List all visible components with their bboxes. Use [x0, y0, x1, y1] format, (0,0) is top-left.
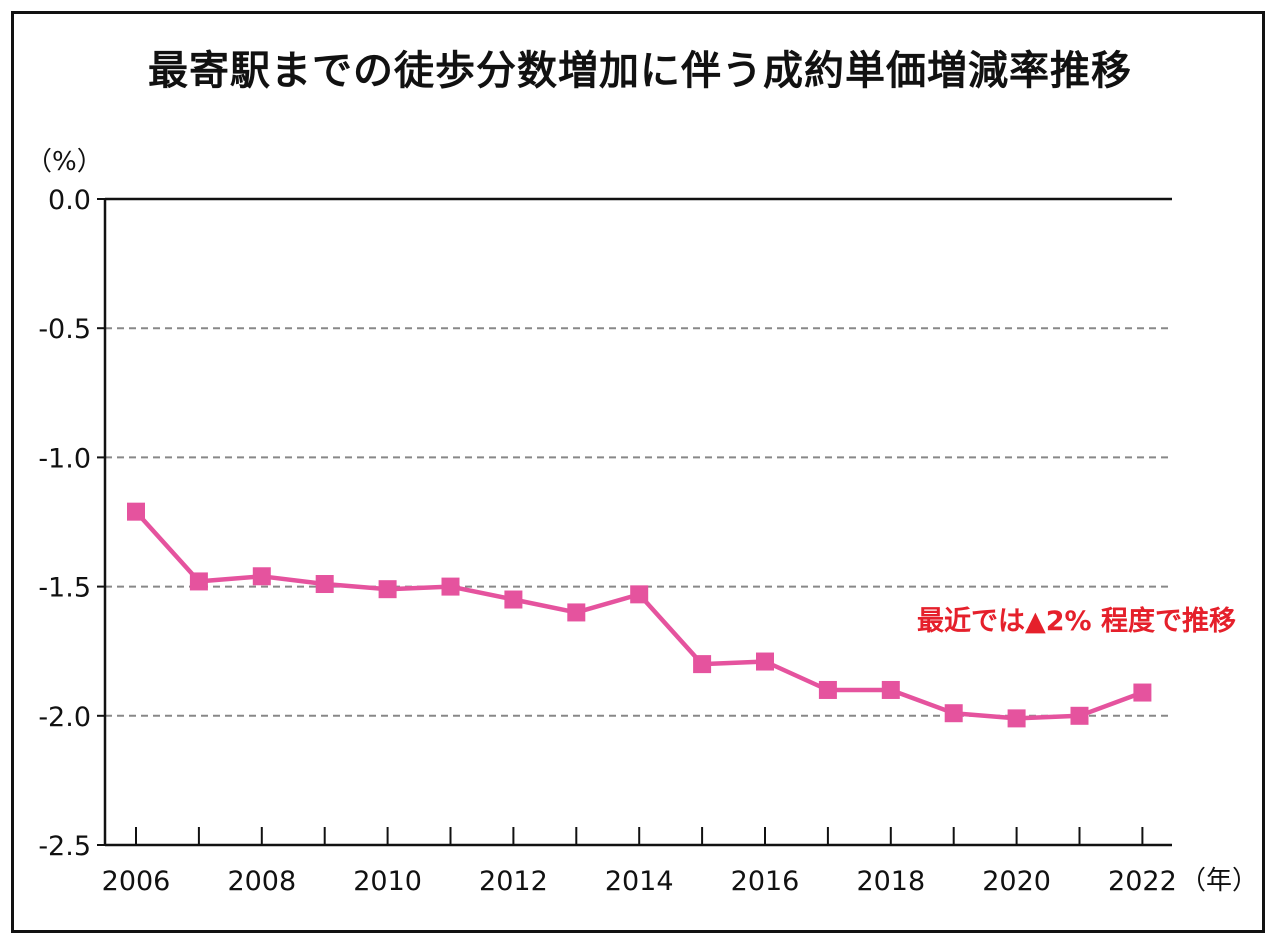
- data-point: [944, 704, 963, 723]
- x-tick-label: 2016: [731, 866, 800, 897]
- y-tick-label: 0.0: [48, 185, 91, 216]
- data-point: [252, 567, 271, 586]
- x-tick-label: 2010: [353, 866, 422, 897]
- data-point: [818, 680, 837, 699]
- x-axis-unit: （年）: [1180, 866, 1258, 896]
- y-tick-label: -2.5: [38, 831, 91, 862]
- chart-frame: [11, 11, 1265, 933]
- x-tick-label: 2014: [605, 866, 674, 897]
- data-point: [881, 680, 900, 699]
- data-point: [693, 655, 712, 674]
- data-point: [1070, 706, 1089, 725]
- data-point: [504, 590, 523, 609]
- x-tick-label: 2012: [479, 866, 548, 897]
- y-tick-label: -2.0: [38, 702, 91, 733]
- x-tick-label: 2008: [227, 866, 296, 897]
- data-point: [567, 603, 586, 622]
- y-tick-label: -1.0: [38, 443, 91, 474]
- y-tick-label: -0.5: [38, 314, 91, 345]
- data-point: [1007, 709, 1026, 728]
- data-point: [189, 572, 208, 591]
- x-tick-label: 2018: [856, 866, 925, 897]
- data-point: [1133, 683, 1152, 702]
- data-point: [315, 575, 334, 594]
- x-tick-label: 2006: [102, 866, 171, 897]
- data-point: [630, 585, 649, 604]
- data-point: [756, 652, 774, 671]
- y-tick-label: -1.5: [38, 573, 91, 604]
- data-point: [127, 502, 145, 521]
- data-point: [441, 577, 460, 596]
- annotation-text: 最近では▲2% 程度で推移: [917, 605, 1236, 637]
- x-tick-label: 2022: [1108, 866, 1177, 897]
- x-tick-label: 2020: [982, 866, 1051, 897]
- y-axis-unit: （%）: [26, 147, 103, 177]
- data-point: [378, 580, 397, 599]
- chart-title: 最寄駅までの徒歩分数増加に伴う成約単価増減率推移: [148, 48, 1132, 94]
